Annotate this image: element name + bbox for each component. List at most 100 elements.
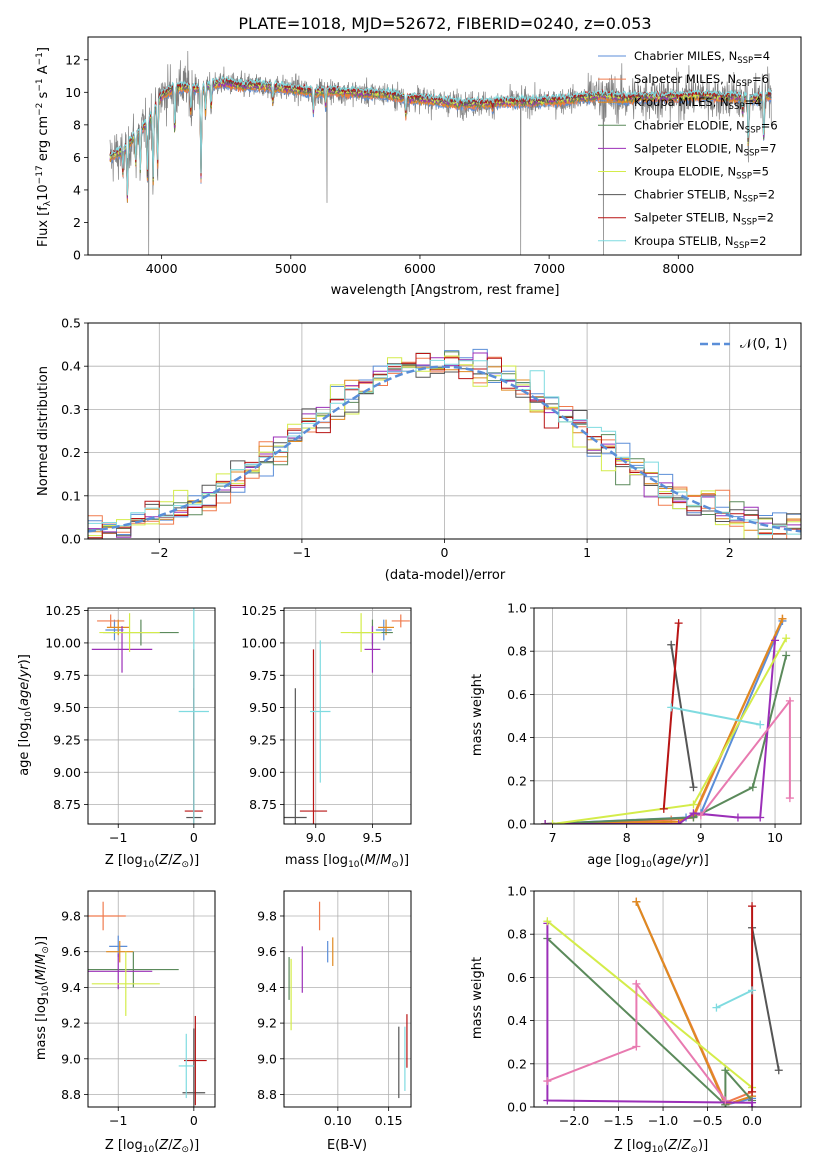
age-vs-mass-xlabel: mass [log10(M/M⊙)] [285,853,409,870]
weight-vs-Z-ylabel: mass weight [470,957,485,1039]
spectrum-frame [87,36,802,256]
weight-point-marker [756,813,765,822]
weight-point-marker [689,809,698,818]
mass-vs-Z-ylabel: mass [log10(M/M⊙)] [34,936,51,1060]
weight-vs-Z-ytick-label: 0.0 [507,1100,527,1115]
age-vs-mass-ytick-label: 9.00 [249,765,277,780]
age-vs-mass-ytick-label: 9.25 [249,732,277,747]
age-vs-mass-ytick-label: 8.75 [249,797,277,812]
spectrum-ytick-label: 10 [65,85,81,100]
weight-vs-Z-ytick-label: 0.6 [507,970,527,985]
spectrum-xlabel: wavelength [Angstrom, rest frame] [331,283,560,298]
mass-vs-Z-ytick-label: 9.0 [61,1051,81,1066]
weight-point-marker [771,636,780,645]
weight-series-line [545,640,776,824]
age-vs-mass-ytick-label: 10.00 [241,635,277,650]
figure-title: PLATE=1018, MJD=52672, FIBERID=0240, z=0… [238,14,651,33]
age-vs-Z-ylabel: age [log10(age/yr)] [17,654,34,776]
legend-label: Salpeter STELIB, NSSP=2 [634,211,774,228]
mass-vs-EBV-xtick-label: 0.10 [324,1113,352,1128]
age-vs-Z-xlabel: Z [log10(Z/Z⊙)] [105,853,199,870]
normal-reference-legend-label: 𝒩(0, 1) [740,337,787,352]
legend-label: Kroupa ELODIE, NSSP=5 [634,165,769,182]
weight-vs-age-xtick-label: 10 [767,830,783,845]
model-fit-line [109,75,772,196]
weight-point-marker [674,820,683,824]
weight-point-marker [659,804,668,813]
weight-point-marker [774,1066,783,1075]
spectrum-ytick-label: 4 [73,182,81,197]
spectrum-legend: Chabrier MILES, NSSP=4 Salpeter MILES, NS… [598,49,778,251]
residuals-frame [87,322,802,540]
weight-vs-Z-ytick-label: 0.8 [507,927,527,942]
weight-point-marker [632,1042,641,1051]
age-vs-mass-ytick-label: 10.25 [241,603,277,618]
weight-series-line [547,980,727,1102]
mass-vs-EBV-xlabel: E(B-V) [327,1138,367,1153]
weight-point-marker [667,703,676,712]
mass-vs-Z-ytick-label: 9.4 [61,980,81,995]
weight-vs-age-frame [533,607,802,825]
weight-vs-Z-ytick-label: 1.0 [507,884,527,899]
spectrum-xtick-label: 4000 [146,261,178,276]
residuals-ytick-label: 0.2 [61,445,81,460]
age-vs-Z-xtick-label: −1 [109,830,127,845]
panel-age-vs-Z: −1 0 8.75 9.00 9.25 9.50 9.75 10.00 10.25 Z [log… [17,603,216,870]
weight-vs-Z-xtick-label: 0.0 [742,1113,762,1128]
mass-vs-EBV-ytick-label: 9.8 [257,908,277,923]
age-vs-Z-ytick-label: 10.25 [45,603,81,618]
weight-vs-age-ylabel: mass weight [470,674,485,756]
weight-point-marker [632,979,641,988]
weight-point-marker [667,640,676,649]
weight-point-marker [689,783,698,792]
weight-vs-age-xtick-label: 8 [623,830,631,845]
age-vs-Z-ytick-label: 8.75 [53,797,81,812]
weight-point-marker [541,820,550,824]
weight-vs-age-ytick-label: 0.8 [507,644,527,659]
panel-mass-vs-Z: −1 0 8.8 9.0 9.2 9.4 9.6 9.8 Z [log10(Z/Z⊙)] ma… [34,890,216,1155]
panel-weight-vs-Z: −2.0 −1.5 −1.0 −0.5 0.0 0.0 0.2 0.4 0.6 0.8 1.0 Z … [470,884,802,1155]
spectrum-ytick-label: 0 [73,248,81,263]
weight-vs-age-xtick-label: 9 [697,830,705,845]
spectrum-ytick-label: 8 [73,117,81,132]
mass-vs-EBV-xtick-label: 0.15 [375,1113,403,1128]
spectrum-ylabel: Flux [fλ10−17 erg cm−2 s−1 A−1] [35,47,53,247]
weight-vs-age-ytick-label: 0.2 [507,773,527,788]
mass-vs-Z-xlabel: Z [log10(Z/Z⊙)] [105,1138,199,1155]
age-vs-mass-xtick-label: 9.5 [363,830,383,845]
age-vs-Z-ytick-label: 9.00 [53,765,81,780]
age-vs-Z-ytick-label: 9.25 [53,732,81,747]
weight-point-marker [543,1077,552,1086]
weight-vs-age-ytick-label: 0.4 [507,730,527,745]
mass-vs-EBV-ytick-label: 9.0 [257,1051,277,1066]
weight-series-line [546,937,753,1107]
legend-label: Salpeter ELODIE, NSSP=7 [634,141,777,158]
weight-point-marker [721,1096,730,1105]
age-vs-mass-xtick-label: 9.0 [306,830,326,845]
weight-point-marker [733,813,742,822]
spectrum-xtick-label: 8000 [662,261,694,276]
weight-vs-Z-xlabel: Z [log10(Z/Z⊙)] [614,1138,708,1155]
model-fit-line [109,83,772,203]
weight-vs-Z-frame [533,890,802,1108]
mass-vs-Z-xtick-label: −1 [109,1113,127,1128]
mass-vs-Z-ytick-label: 9.2 [61,1016,81,1031]
weight-point-marker [748,902,757,911]
residuals-ytick-label: 0.5 [61,316,81,331]
weight-point-marker [696,811,705,820]
mass-vs-EBV-ytick-label: 9.6 [257,944,277,959]
legend-label: Salpeter MILES, NSSP=6 [634,72,769,89]
age-vs-mass-ytick-label: 9.50 [249,700,277,715]
weight-vs-age-ytick-label: 1.0 [507,601,527,616]
residuals-legend: 𝒩(0, 1) [700,337,787,352]
mass-vs-EBV-ytick-label: 8.8 [257,1087,277,1102]
age-vs-mass-ytick-label: 9.75 [249,668,277,683]
age-vs-Z-frame [87,607,216,825]
age-vs-Z-ytick-label: 9.50 [53,700,81,715]
weight-vs-age-xlabel: age [log10(age/yr)] [587,853,709,870]
weight-point-marker [689,800,698,809]
residuals-xtick-label: 1 [583,545,591,560]
weight-point-marker [548,820,557,824]
legend-label: Chabrier STELIB, NSSP=2 [634,188,775,205]
